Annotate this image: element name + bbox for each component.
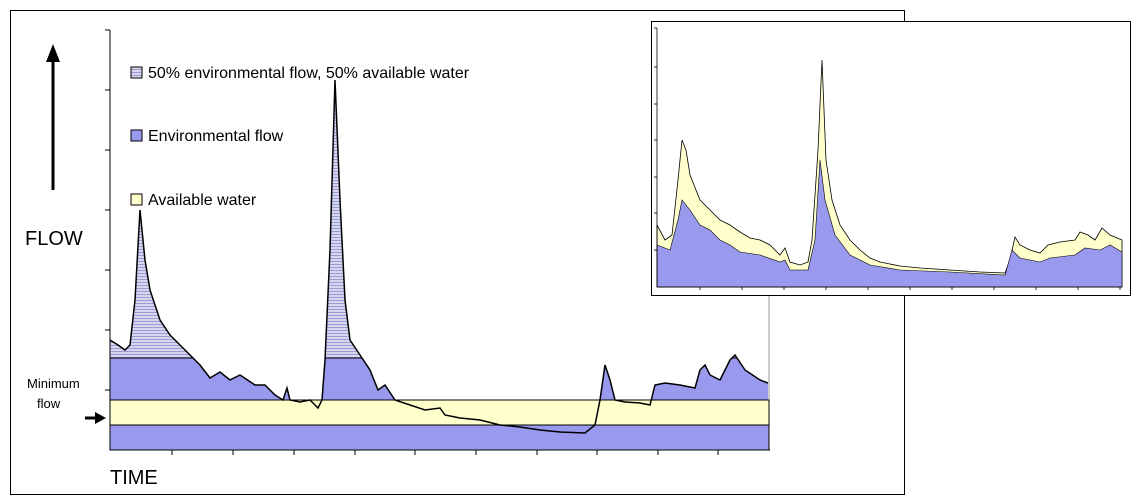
flow-line [109,79,769,434]
legend-swatch [130,193,143,206]
main-axes [105,29,770,455]
y-axis-label: FLOW [25,228,83,250]
annotation: flow [37,396,61,411]
x-axis-label: TIME [110,467,158,489]
flow-arrow-head [46,44,60,62]
legend-label: Environmental flow [148,128,284,145]
legend-swatch [130,66,143,79]
minimum-arrow-head [95,412,106,424]
inset-environmental [656,159,1123,288]
annotation: Minimum [27,376,80,391]
minimum-band [109,424,770,451]
inset-axes [654,27,1122,290]
legend-swatch [130,129,143,142]
legend-label: 50% environmental flow, 50% available wa… [148,65,470,82]
available-band [109,399,770,426]
legend-label: Available water [148,192,257,209]
